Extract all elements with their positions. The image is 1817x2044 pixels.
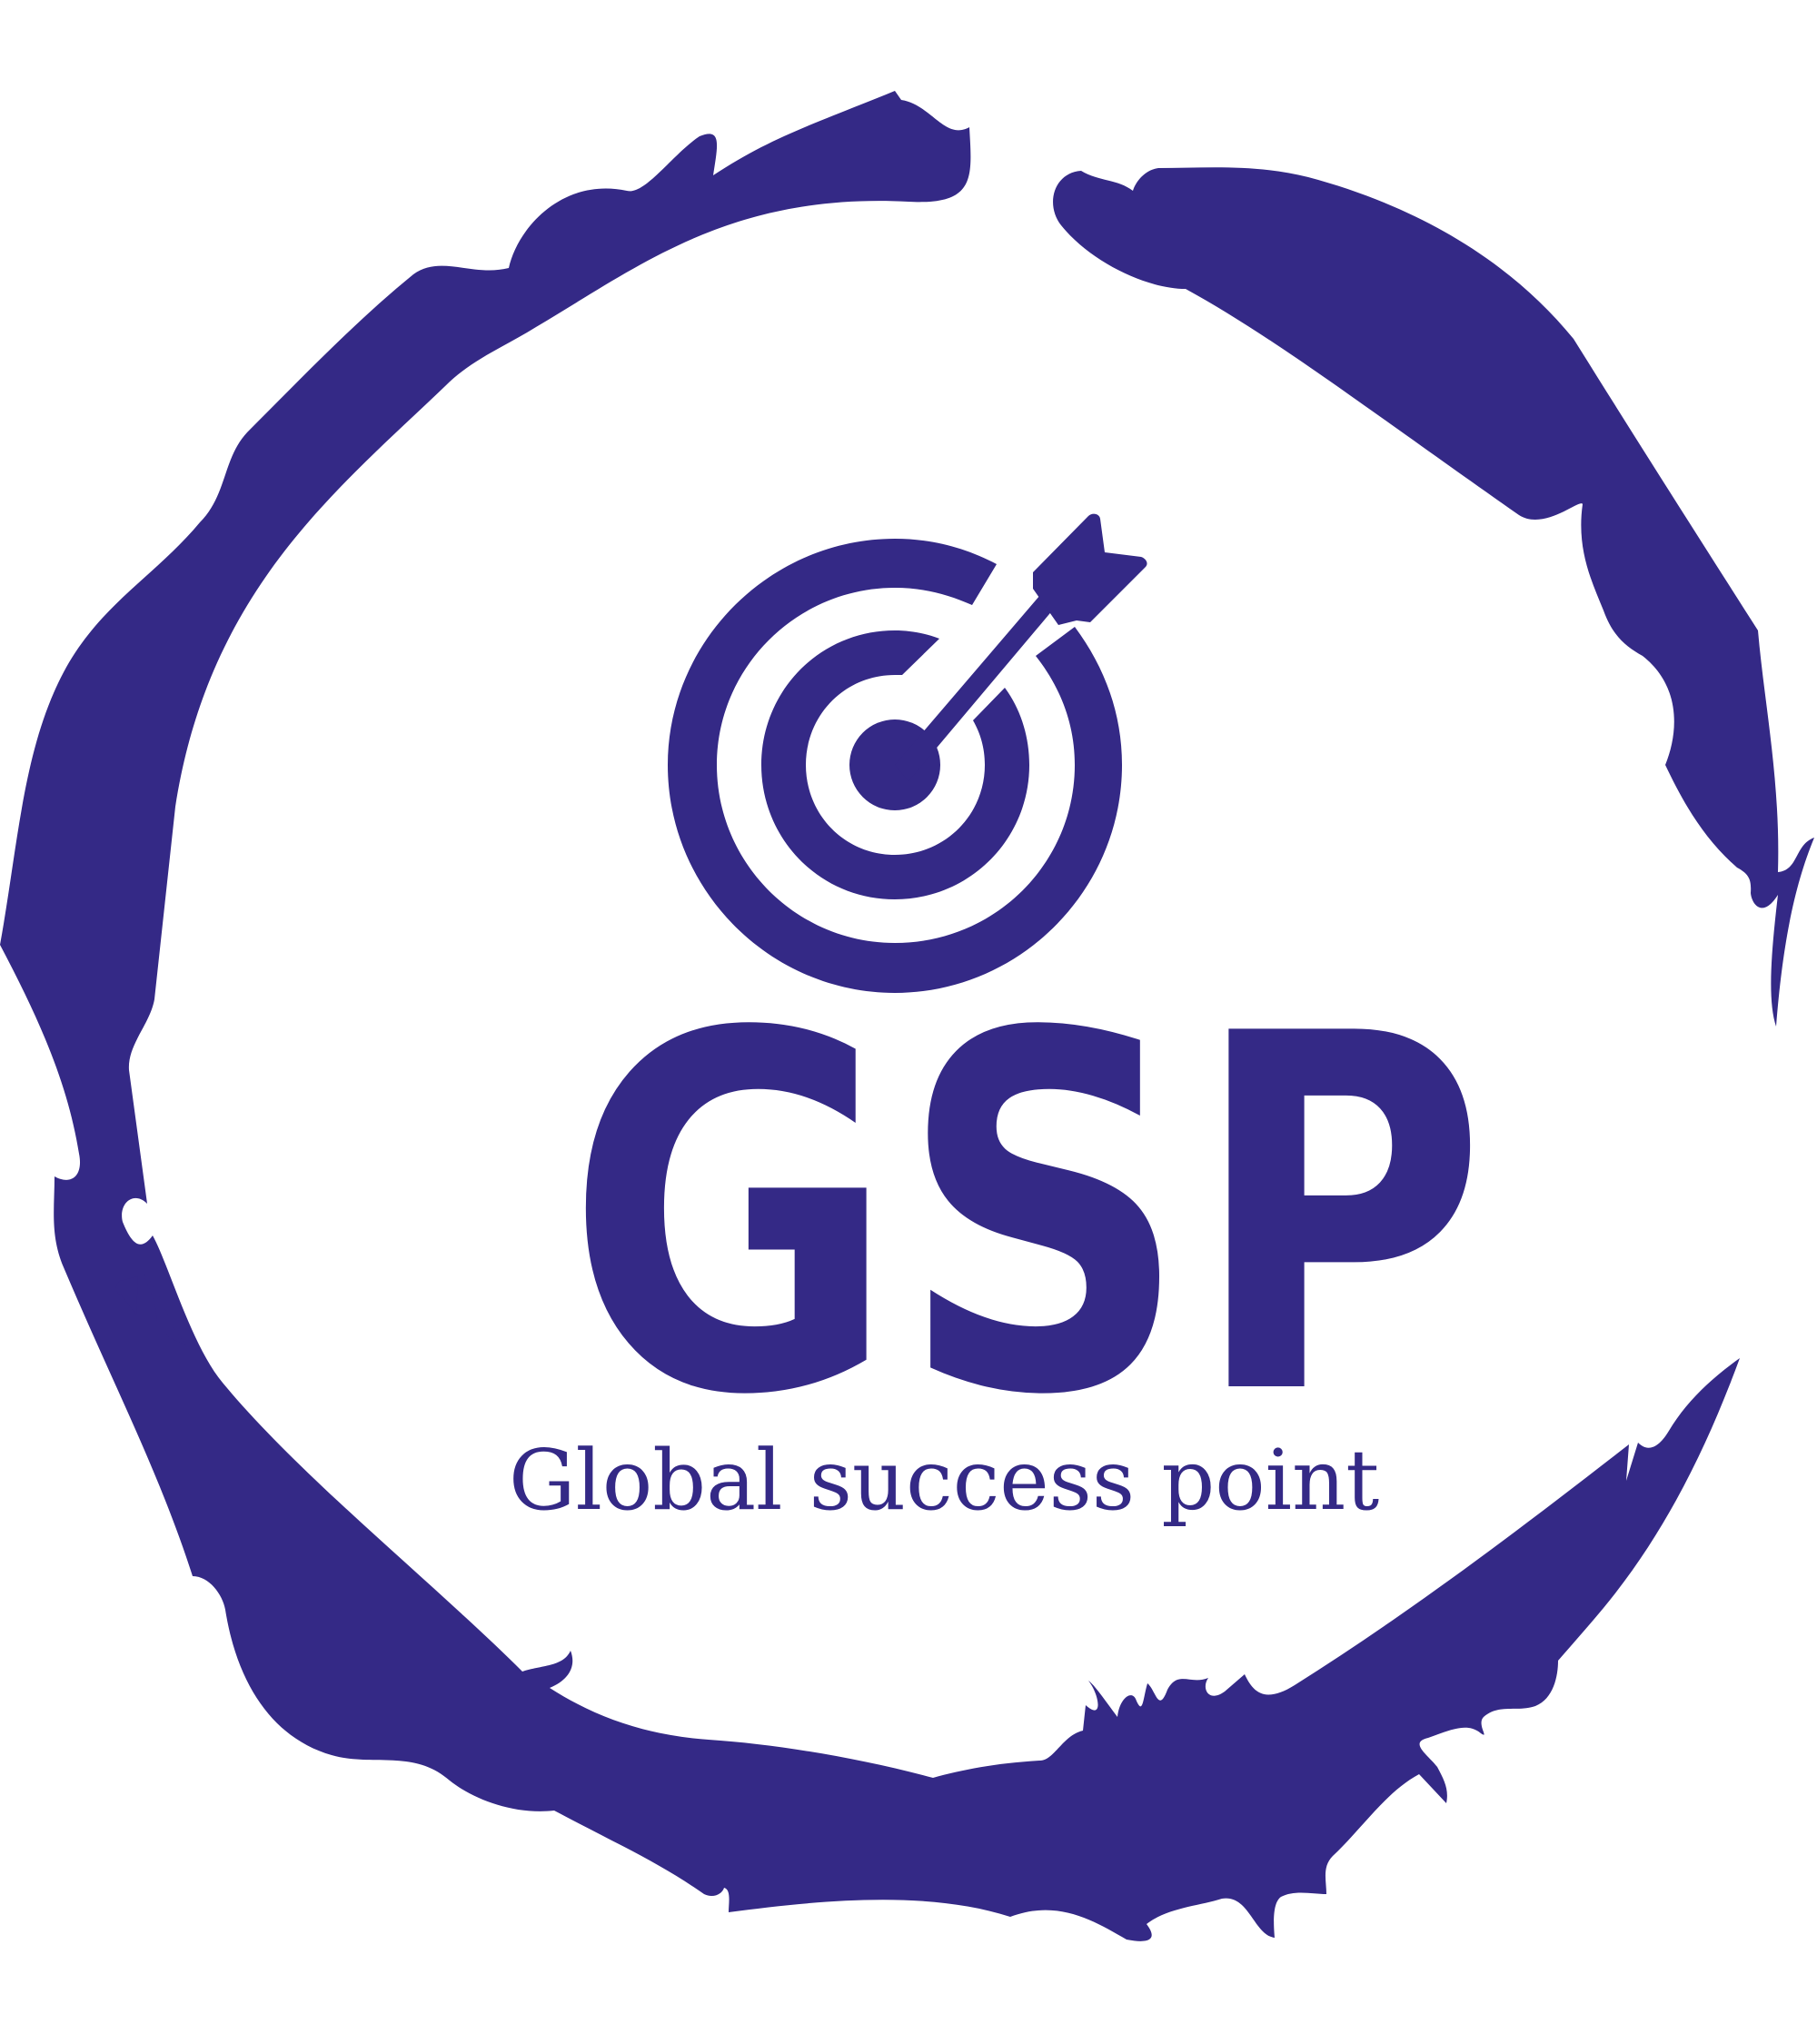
- brand-tagline: Global success point: [509, 1432, 1380, 1529]
- brand-mark: GSP: [565, 932, 1490, 1503]
- target-with-arrow-icon: [668, 513, 1147, 993]
